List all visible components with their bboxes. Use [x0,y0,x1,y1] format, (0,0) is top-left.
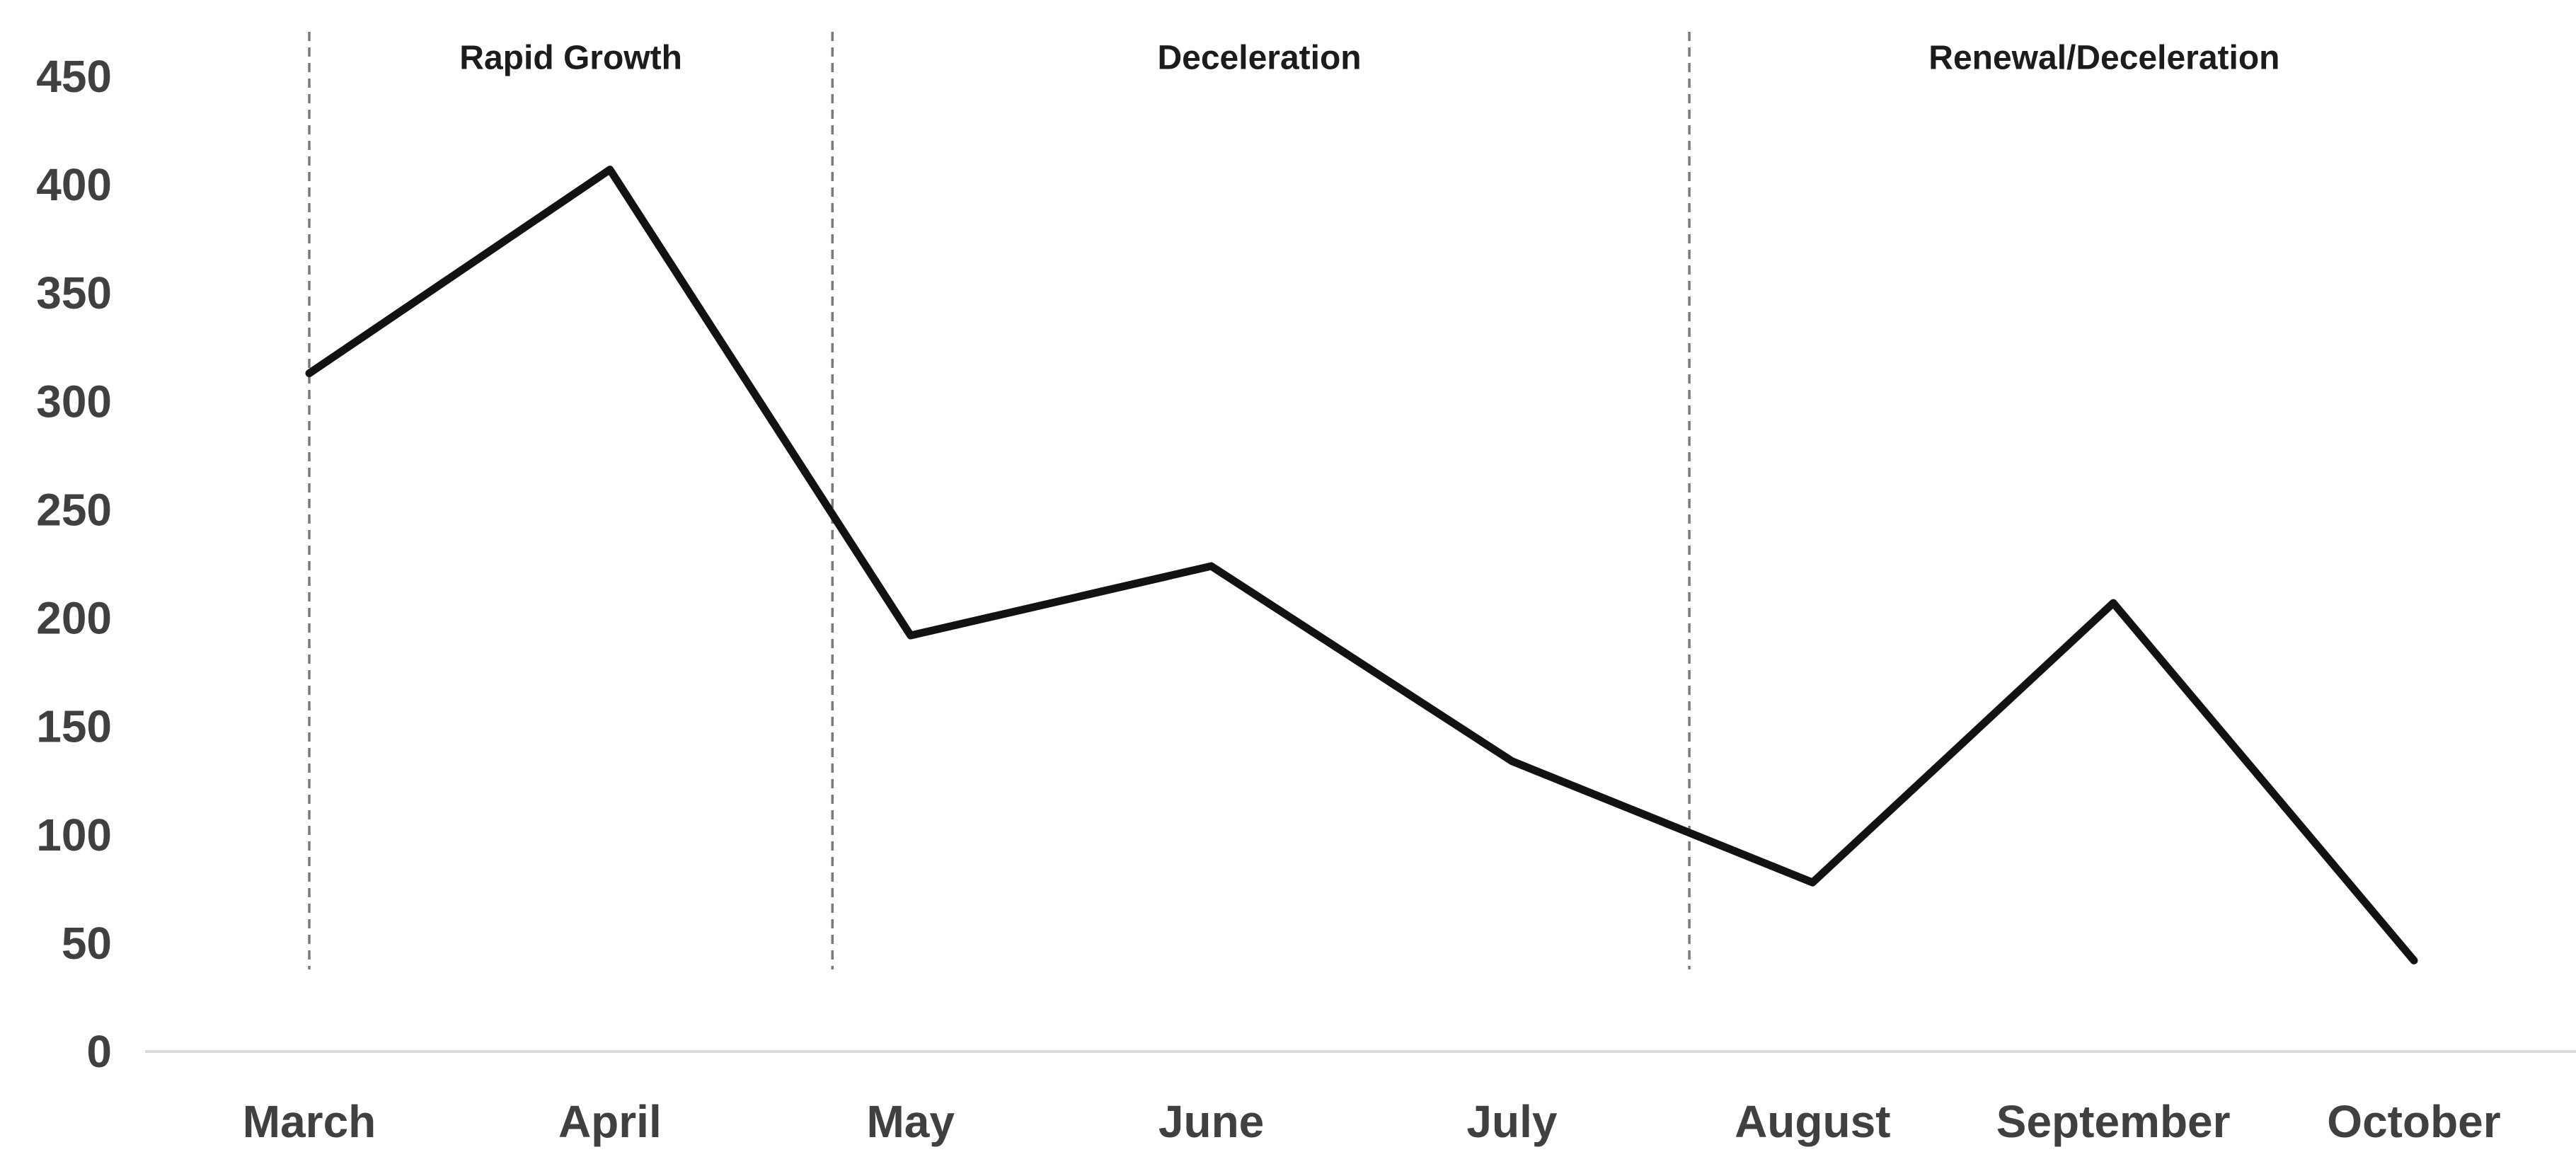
y-axis-tick-label: 250 [36,484,112,535]
y-axis-tick-label: 0 [86,1026,112,1077]
y-axis-tick-label: 350 [36,267,112,318]
y-axis-tick-label: 400 [36,159,112,210]
y-axis-tick-label: 50 [62,918,112,969]
phase-label: Renewal/Deceleration [1928,40,2279,77]
x-axis-label: August [1735,1096,1890,1147]
y-axis-tick-label: 150 [36,701,112,752]
phase-label: Deceleration [1157,40,1361,77]
x-axis-label: October [2327,1096,2500,1147]
x-axis-label: July [1466,1096,1557,1147]
data-series-line [305,166,2418,964]
y-axis-tick-label: 450 [36,51,112,102]
y-axis-tick-label: 200 [36,593,112,644]
x-axis-label: September [1996,1096,2231,1147]
phase-label: Rapid Growth [459,40,682,77]
x-axis-label: March [243,1096,376,1147]
y-axis-tick-label: 100 [36,810,112,860]
x-axis-label: April [558,1096,662,1147]
x-axis-label: May [866,1096,955,1147]
y-axis-tick-label: 300 [36,376,112,427]
x-axis-label: June [1158,1096,1264,1147]
